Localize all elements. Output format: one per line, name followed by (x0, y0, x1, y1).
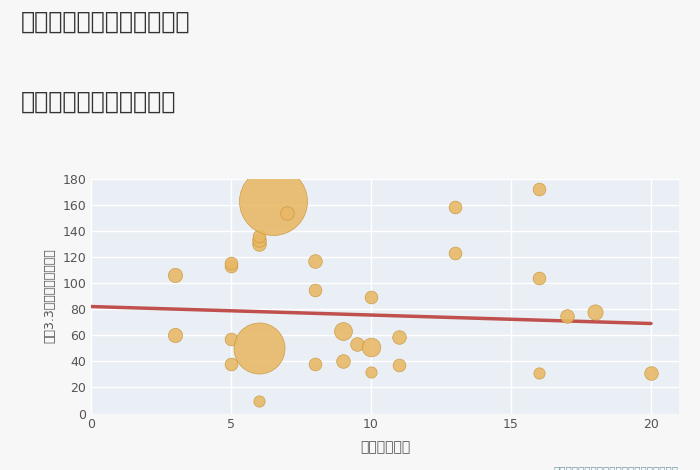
Point (645, 369, 657, 377)
Point (169, 331, 181, 339)
Point (365, 368, 377, 376)
Point (351, 341, 363, 348)
Point (309, 360, 321, 368)
Point (533, 185, 545, 193)
Point (449, 204, 461, 211)
Point (449, 249, 461, 257)
Text: 駅距離別中古戸建て価格: 駅距離別中古戸建て価格 (21, 89, 176, 113)
Point (169, 272, 181, 279)
Point (225, 262, 237, 270)
Point (533, 369, 545, 377)
Point (589, 308, 601, 315)
Point (337, 358, 349, 365)
Point (225, 360, 237, 368)
Point (393, 333, 405, 340)
Point (365, 294, 377, 301)
Point (253, 236, 265, 244)
Point (393, 361, 405, 369)
Point (253, 232, 265, 240)
Point (337, 328, 349, 335)
Point (267, 197, 279, 204)
Text: 大阪府豊能郡能勢町栗栖の: 大阪府豊能郡能勢町栗栖の (21, 9, 190, 33)
X-axis label: 駅距離（分）: 駅距離（分） (360, 440, 410, 454)
Point (365, 343, 377, 351)
Point (309, 257, 321, 265)
Point (281, 209, 293, 216)
Point (309, 286, 321, 293)
Point (533, 274, 545, 282)
Text: 円の大きさは、取引のあった物件面積を示す: 円の大きさは、取引のあった物件面積を示す (554, 465, 679, 470)
Point (253, 345, 265, 352)
Point (225, 260, 237, 267)
Point (225, 336, 237, 343)
Y-axis label: 坪（3.3㎡）単価（万円）: 坪（3.3㎡）単価（万円） (43, 249, 57, 344)
Point (253, 397, 265, 404)
Point (253, 240, 265, 248)
Point (561, 312, 573, 320)
